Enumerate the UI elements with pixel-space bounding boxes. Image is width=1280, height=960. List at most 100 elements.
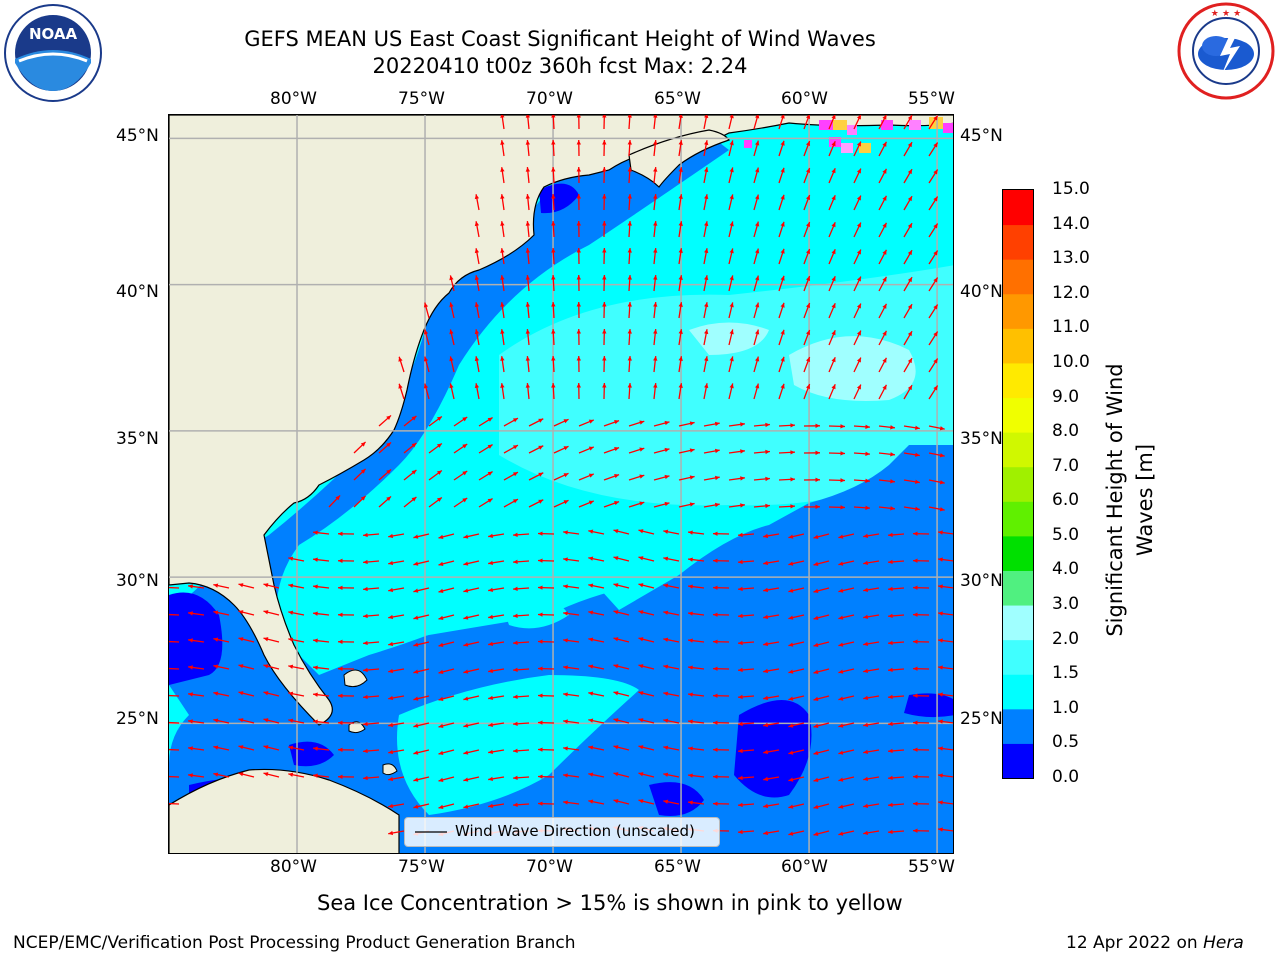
wave-arrowhead [525,221,531,226]
wave-arrowhead [704,383,709,389]
wave-arrowhead [462,417,468,422]
lat-label-right: 30°N [960,571,1003,591]
wave-arrowhead [639,501,645,506]
lon-label-top: 80°W [270,89,317,109]
wave-arrowhead [538,801,543,806]
wave-arrowhead [882,384,887,390]
wave-arrowhead [738,532,743,538]
wave-arrowhead [638,718,644,723]
wave-arrowhead [538,774,543,779]
wave-arrowhead [933,331,938,337]
wave-arrowhead [638,583,644,588]
wave-arrow [169,775,180,778]
wave-arrowhead [551,221,556,226]
wave-arrowhead [763,695,769,701]
wave-arrowhead [462,498,468,503]
wave-arrowhead [411,496,417,502]
wave-arrowhead [838,750,844,755]
wave-arrowhead [780,329,785,335]
wave-arrowhead [398,356,403,362]
wave-arrowhead [313,530,318,535]
wave-arrowhead [463,696,469,701]
wave-arrowhead [263,772,269,777]
wave-arrowhead [500,275,505,280]
wave-arrowhead [363,667,368,673]
wave-arrowhead [913,666,918,671]
wave-arrowhead [790,423,795,428]
wave-arrowhead [882,249,887,255]
wave-arrowhead [831,303,836,309]
wave-arrowhead [805,168,811,173]
wave-arrowhead [780,356,785,362]
wave-arrowhead [738,748,743,754]
colorbar-tick-label: 3.0 [1052,594,1080,615]
wave-arrowhead [413,534,419,539]
wave-arrowhead [627,356,632,361]
wave-arrowhead [313,611,318,616]
wave-arrowhead [738,802,743,808]
wave-arrowhead [765,503,770,509]
wave-arrowhead [888,613,893,619]
wave-arrowhead [525,248,531,253]
colorbar-tick-label: 11.0 [1052,317,1090,338]
wave-arrowhead [813,750,819,755]
wave-arrowhead [588,718,594,723]
wave-arrowhead [813,588,819,593]
wave-arrowhead [525,140,531,145]
wave-arrowhead [614,447,620,452]
wave-arrowhead [474,275,480,281]
wave-arrowhead [613,772,619,777]
wave-arrowhead [663,556,669,561]
wave-arrowhead [338,558,343,564]
wave-arrowhead [788,723,794,728]
wave-arrowhead [713,531,718,536]
wave-arrowhead [188,692,193,697]
wave-arrowhead [653,221,658,226]
wave-arrowhead [588,446,594,451]
wave-arrowhead [755,248,760,254]
wave-arrowhead [449,275,454,281]
wave-arrowhead [413,588,419,593]
wave-arrowhead [688,611,693,616]
wave-arrowhead [740,449,745,454]
wave-arrowhead [488,560,493,565]
wave-arrowhead [338,720,343,726]
wave-arrowhead [890,479,895,484]
wave-arrowhead [463,750,469,755]
wave-arrowhead [933,115,938,121]
wave-arrowhead [638,745,644,750]
wave-arrowhead [263,583,269,588]
colorbar-tick-label: 5.0 [1052,524,1080,545]
wave-arrowhead [613,529,619,534]
wave-arrowhead [790,504,795,509]
wave-arrowhead [602,329,607,334]
wave-arrowhead [907,385,913,391]
colorbar-tick-label: 9.0 [1052,386,1080,407]
wave-arrowhead [653,115,658,118]
wave-arrowhead [363,559,368,565]
wave-arrowhead [938,557,943,562]
wave-arrowhead [463,534,469,539]
colorbar-title: Significant Height of Wind Waves [m] [1103,363,1157,637]
sea-ice [744,117,953,153]
wave-arrowhead [627,140,632,145]
wave-arrowhead [512,418,518,423]
wave-arrowhead [551,383,556,388]
wave-arrowhead [738,829,743,835]
wave-arrowhead [907,142,913,148]
wave-arrowhead [525,275,531,280]
wave-arrowhead [704,194,709,200]
wave-arrowhead [602,221,607,226]
land-bahamas [382,763,398,776]
wave-arrowhead [313,665,318,670]
wave-arrowhead [438,642,444,647]
wave-arrowhead [663,718,669,723]
wave-arrowhead [863,560,869,566]
footer-host: Hera [1203,933,1244,953]
wave-arrowhead [888,829,893,835]
wave-arrowhead [915,506,920,511]
wave-arrowhead [613,637,619,642]
wave-arrowhead [863,803,869,809]
chart-subtitle: 20220410 t00z 360h fcst Max: 2.24 [372,54,748,78]
wave-arrowhead [865,424,870,429]
